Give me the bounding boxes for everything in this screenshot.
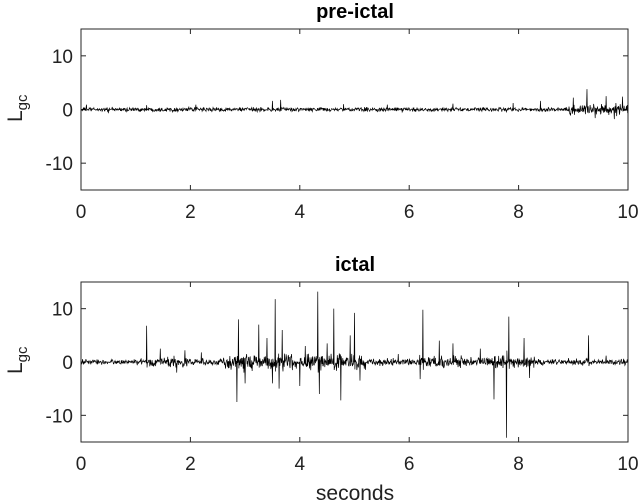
y-tick-label: -10: [46, 406, 73, 427]
x-tick-label: 10: [617, 202, 638, 223]
ictal-trace: [80, 291, 629, 438]
x-tick-label: 6: [404, 202, 415, 223]
y-tick-label: -10: [46, 154, 73, 175]
ictal-title: ictal: [335, 254, 375, 276]
x-tick-label: 2: [185, 202, 196, 223]
pre-ictal-title: pre-ictal: [316, 1, 394, 23]
ictal-y-axis-label: Lgc: [4, 346, 31, 374]
pre-ictal-y-axis-label: Lgc: [4, 94, 31, 122]
y-tick-label: 10: [52, 300, 73, 321]
x-tick-label: 0: [76, 454, 87, 475]
pre-ictal-trace: [80, 89, 629, 120]
y-tick-label: 10: [52, 47, 73, 68]
x-tick-label: 8: [513, 454, 524, 475]
x-tick-label: 2: [185, 454, 196, 475]
ictal-ticks: 0 2 4 6 8 10 10 0 -10: [46, 282, 639, 475]
x-tick-label: 6: [404, 454, 415, 475]
x-tick-label: 0: [76, 202, 87, 223]
pre-ictal-panel: pre-ictal 0 2 4 6 8 10 10 0 -10 Lgc: [4, 1, 639, 223]
y-tick-label: 0: [62, 101, 73, 122]
ictal-axes-frame: [80, 281, 629, 443]
y-tick-label: 0: [62, 353, 73, 374]
x-tick-label: 10: [617, 454, 638, 475]
x-tick-label: 4: [295, 202, 306, 223]
pre-ictal-axes-frame: [80, 28, 629, 191]
ictal-panel: ictal 0 2 4 6 8 10 10 0 -10 Lgc seconds: [4, 254, 639, 504]
x-tick-label: 8: [513, 202, 524, 223]
x-tick-label: 4: [295, 454, 306, 475]
pre-ictal-ticks: 0 2 4 6 8 10 10 0 -10: [46, 29, 639, 223]
x-axis-label: seconds: [316, 482, 394, 504]
